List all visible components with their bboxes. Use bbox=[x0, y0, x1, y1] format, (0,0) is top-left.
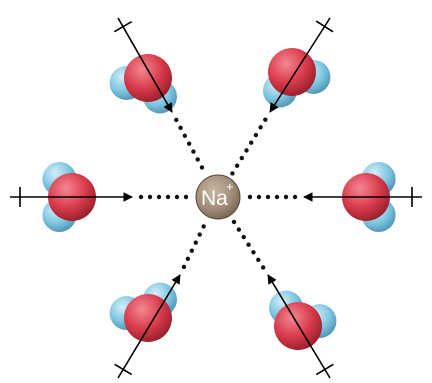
dipole-arrow bbox=[117, 274, 181, 379]
water-molecules bbox=[10, 17, 422, 379]
bond-dot bbox=[174, 117, 179, 123]
bond-dot bbox=[181, 264, 187, 270]
dipole-plus-mark bbox=[113, 20, 133, 33]
bond-dot bbox=[292, 194, 298, 200]
bond-dot bbox=[185, 256, 191, 262]
dipole-arrow bbox=[267, 274, 331, 379]
bond-dot bbox=[191, 149, 196, 154]
bond-dot bbox=[256, 257, 261, 263]
bond-dot bbox=[199, 165, 205, 170]
bond-dot bbox=[193, 240, 198, 245]
water-molecule-right bbox=[303, 161, 422, 233]
bond-dot bbox=[249, 140, 254, 145]
oxygen-atom bbox=[268, 48, 316, 96]
bond-dot bbox=[274, 194, 280, 200]
bond-dot bbox=[197, 232, 202, 237]
bond-dot bbox=[251, 250, 256, 255]
dipole-arrow bbox=[117, 17, 173, 113]
sodium-ion-sphere bbox=[195, 174, 241, 220]
bond-dot bbox=[178, 125, 183, 131]
bond-dot bbox=[258, 125, 263, 130]
bond-dot bbox=[201, 224, 206, 229]
water-molecule-top-right bbox=[263, 17, 334, 113]
bond-dot bbox=[246, 242, 251, 247]
oxygen-atom bbox=[124, 294, 172, 342]
bond-dot bbox=[234, 163, 240, 168]
bond-dot bbox=[239, 155, 245, 161]
ion-symbol: Na bbox=[201, 187, 228, 210]
water-molecule-top-left bbox=[109, 17, 177, 114]
dipole-plus-mark bbox=[114, 363, 133, 376]
bond-dot bbox=[182, 133, 188, 138]
water-molecule-left bbox=[10, 161, 133, 233]
bond-dot bbox=[183, 194, 189, 200]
dipole-arrow bbox=[269, 17, 331, 113]
bond-dot bbox=[138, 194, 144, 200]
water-molecule-bottom-right bbox=[267, 274, 337, 379]
bond-dot bbox=[265, 194, 271, 200]
oxygen-atom bbox=[124, 54, 172, 102]
bond-dot bbox=[244, 148, 249, 153]
bond-dot bbox=[165, 194, 171, 200]
bond-dot bbox=[283, 194, 289, 200]
bond-dot bbox=[156, 194, 162, 200]
bond-dot bbox=[174, 194, 180, 200]
bond-dot bbox=[230, 171, 235, 176]
sodium-ion: Na + bbox=[195, 174, 241, 220]
water-molecule-bottom-left bbox=[109, 274, 181, 379]
ion-charge: + bbox=[226, 179, 234, 194]
dipole-plus-mark bbox=[315, 363, 334, 376]
bond-dot bbox=[236, 227, 242, 232]
dipole-plus-mark bbox=[315, 20, 334, 33]
bond-dot bbox=[263, 117, 268, 122]
bond-dot bbox=[195, 157, 200, 162]
bond-dot bbox=[253, 132, 259, 138]
bond-dot bbox=[247, 194, 253, 200]
bond-dot bbox=[260, 265, 266, 270]
bond-dot bbox=[186, 141, 192, 146]
bond-dot bbox=[231, 219, 237, 225]
ion-dipole-dots bbox=[138, 117, 298, 270]
bond-dot bbox=[147, 194, 153, 200]
bond-dot bbox=[256, 194, 262, 200]
bond-dot bbox=[241, 234, 246, 240]
bond-dot bbox=[189, 248, 195, 253]
